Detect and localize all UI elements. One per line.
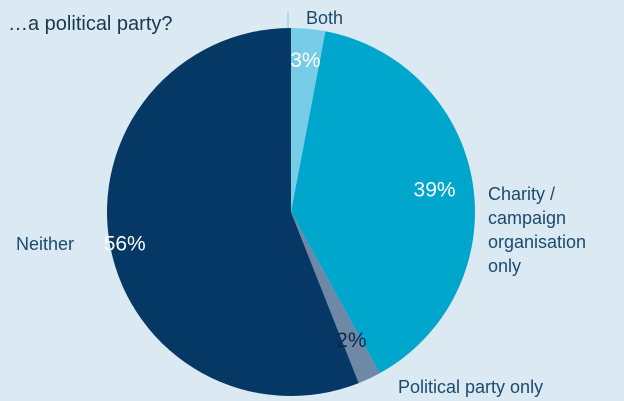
pct-label-charity-campaign-organisation-only: 39% — [414, 178, 456, 201]
pie-slice-charity-campaign-organisation-only — [291, 31, 475, 374]
pct-label-political-party-only: 2% — [336, 329, 366, 352]
category-labels: Both Charity / campaign organisation only Pol… — [16, 8, 586, 397]
pie-slice-neither — [107, 28, 359, 396]
pie-slice-political-party-only — [291, 212, 380, 384]
slices-layer — [107, 28, 475, 396]
pct-label-both: 3% — [290, 49, 320, 72]
category-label-charity-campaign-organisation-only: Charity / campaign organisation only — [488, 184, 586, 276]
category-label-neither: Neither — [16, 234, 74, 254]
chart-title: …a political party? — [8, 13, 173, 35]
category-label-both: Both — [306, 8, 343, 28]
pct-label-neither: 56% — [104, 233, 146, 256]
percentage-labels: 3% 39% 2% 56% — [104, 49, 456, 352]
category-label-political-party-only: Political party only — [398, 377, 543, 397]
pie-slice-both — [291, 28, 326, 212]
